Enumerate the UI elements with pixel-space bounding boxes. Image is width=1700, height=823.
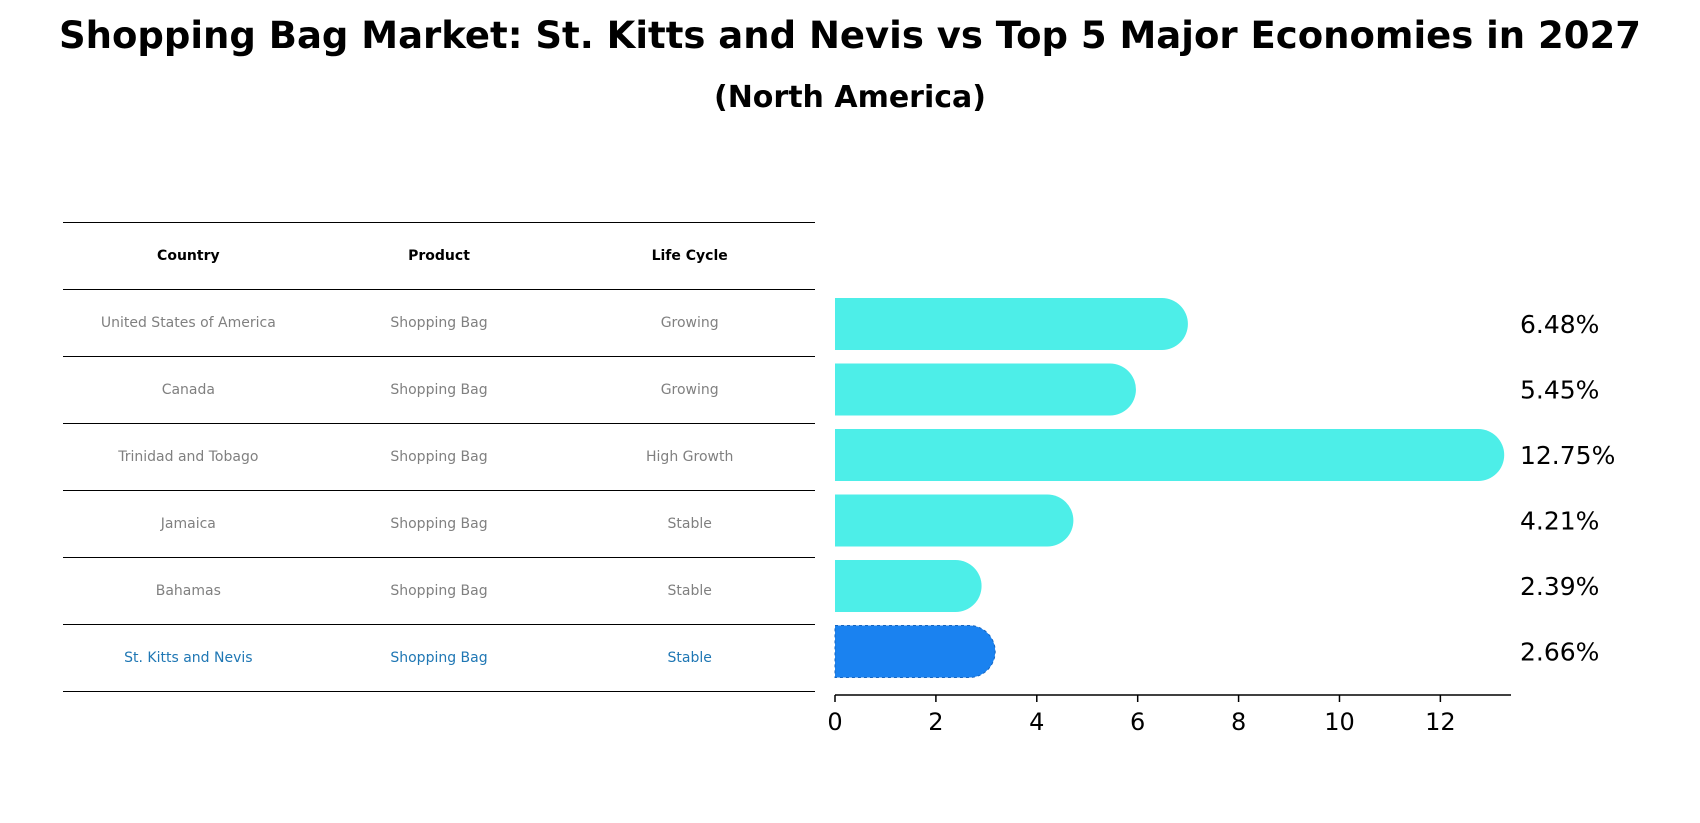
table-row: Canada Shopping Bag Growing — [63, 357, 815, 424]
header-product: Product — [408, 248, 470, 264]
data-label: 5.45% — [1520, 376, 1599, 405]
data-label: 4.21% — [1520, 507, 1599, 536]
data-label: 2.39% — [1520, 572, 1599, 601]
data-table: Country Product Life Cycle United States… — [63, 222, 815, 692]
cell-product: Shopping Bag — [390, 650, 488, 666]
x-tick-label: 12 — [1425, 708, 1456, 736]
bar — [835, 363, 1136, 416]
x-tick-label: 6 — [1130, 708, 1145, 736]
cell-country: St. Kitts and Nevis — [124, 650, 253, 666]
cell-life-cycle: Stable — [667, 516, 712, 532]
bar-highlighted — [834, 625, 996, 678]
chart-subtitle: (North America) — [713, 80, 986, 115]
cell-country: Canada — [161, 382, 215, 398]
chart-title: Shopping Bag Market: St. Kitts and Nevis… — [58, 14, 1642, 57]
table-row-highlighted: St. Kitts and Nevis Shopping Bag Stable — [63, 625, 815, 692]
table-row: United States of America Shopping Bag Gr… — [63, 290, 815, 357]
x-tick-label: 10 — [1324, 708, 1355, 736]
x-tick-label: 4 — [1029, 708, 1044, 736]
cell-product: Shopping Bag — [390, 315, 488, 331]
x-tick-label: 0 — [827, 708, 842, 736]
data-label: 12.75% — [1520, 441, 1615, 470]
cell-country: United States of America — [100, 315, 276, 331]
header-life-cycle: Life Cycle — [651, 248, 728, 264]
table-row: Trinidad and Tobago Shopping Bag High Gr… — [63, 424, 815, 491]
cell-product: Shopping Bag — [390, 516, 488, 532]
bar — [835, 494, 1074, 547]
cell-country: Bahamas — [155, 583, 221, 599]
data-label: 2.66% — [1520, 638, 1599, 667]
cell-country: Trinidad and Tobago — [118, 449, 259, 465]
bar — [835, 429, 1505, 481]
cell-product: Shopping Bag — [390, 583, 488, 599]
x-tick-label: 2 — [928, 708, 943, 736]
table-row: Jamaica Shopping Bag Stable — [63, 491, 815, 558]
x-tick-label: 8 — [1231, 708, 1246, 736]
bar — [835, 298, 1188, 350]
cell-product: Shopping Bag — [390, 449, 488, 465]
cell-life-cycle: High Growth — [646, 449, 734, 465]
cell-life-cycle: Stable — [667, 583, 712, 599]
bar — [835, 560, 982, 612]
cell-life-cycle: Growing — [660, 382, 719, 398]
header-country: Country — [157, 248, 220, 264]
cell-product: Shopping Bag — [390, 382, 488, 398]
table-row: Bahamas Shopping Bag Stable — [63, 558, 815, 625]
table-header-row: Country Product Life Cycle — [63, 222, 815, 290]
cell-life-cycle: Growing — [660, 315, 719, 331]
cell-country: Jamaica — [160, 516, 216, 532]
cell-life-cycle: Stable — [667, 650, 712, 666]
data-label: 6.48% — [1520, 310, 1599, 339]
